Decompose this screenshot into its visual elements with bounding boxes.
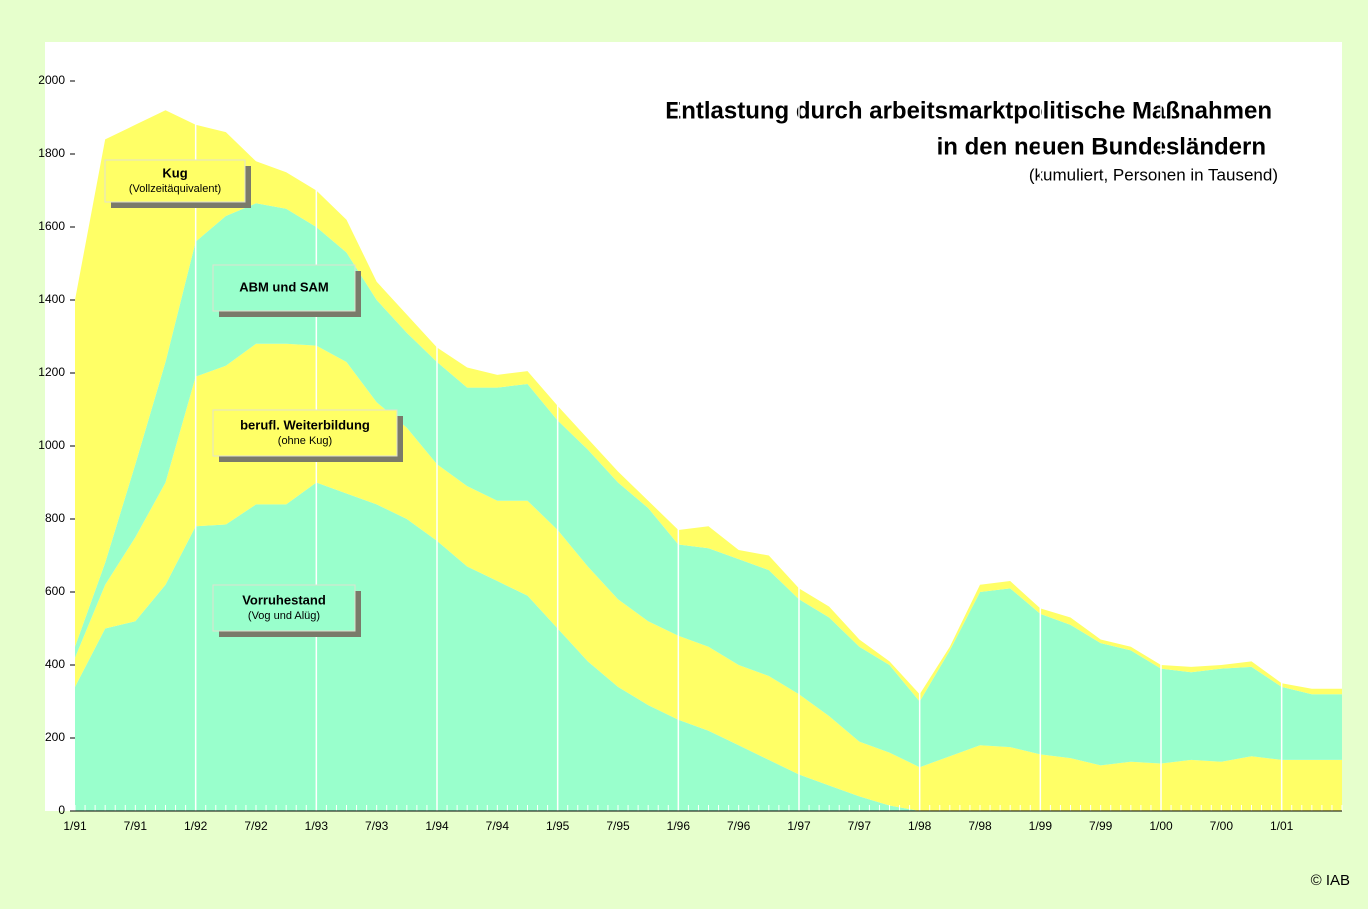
x-tick-label: 7/00 <box>1210 819 1234 833</box>
y-tick-label: 1400 <box>38 292 65 306</box>
legend-label: berufl. Weiterbildung <box>240 417 370 432</box>
legend-label: Kug <box>162 165 187 180</box>
y-tick-label: 1600 <box>38 219 65 233</box>
legend-sublabel: (Vog und Alüg) <box>248 610 320 622</box>
x-tick-label: 1/94 <box>425 819 449 833</box>
x-tick-label: 7/97 <box>848 819 872 833</box>
x-tick-label: 1/91 <box>63 819 87 833</box>
chart-title: Entlastung durch arbeitsmarktpolitische … <box>665 97 1272 124</box>
x-tick-label: 1/95 <box>546 819 570 833</box>
legend-sublabel: (ohne Kug) <box>278 435 332 447</box>
x-tick-label: 1/00 <box>1149 819 1173 833</box>
y-tick-label: 1000 <box>38 438 65 452</box>
y-tick-label: 400 <box>45 657 65 671</box>
x-tick-label: 7/99 <box>1089 819 1113 833</box>
x-tick-label: 1/92 <box>184 819 208 833</box>
area <box>75 482 1342 811</box>
x-tick-label: 1/97 <box>787 819 811 833</box>
x-tick-label: 7/98 <box>968 819 992 833</box>
legend-label: ABM und SAM <box>239 279 329 294</box>
y-tick-label: 200 <box>45 730 65 744</box>
x-tick-label: 7/91 <box>124 819 148 833</box>
label-box <box>212 264 356 312</box>
x-tick-label: 7/95 <box>606 819 630 833</box>
x-tick-label: 7/96 <box>727 819 751 833</box>
x-tick-label: 7/92 <box>244 819 268 833</box>
label-box <box>212 584 356 632</box>
x-tick-label: 7/93 <box>365 819 389 833</box>
credit: © IAB <box>1311 872 1350 889</box>
legend-sublabel: (Vollzeitäquivalent) <box>129 183 221 195</box>
x-tick-label: 7/94 <box>486 819 510 833</box>
y-tick-label: 2000 <box>38 73 65 87</box>
chart-title: in den neuen Bundesländern <box>937 133 1266 160</box>
label-box <box>104 159 246 203</box>
label-box <box>212 409 398 457</box>
legend-label: Vorruhestand <box>242 592 326 607</box>
y-tick-label: 1800 <box>38 146 65 160</box>
chart-subtitle: (kumuliert, Personen in Tausend) <box>1029 165 1278 184</box>
y-tick-label: 800 <box>45 511 65 525</box>
y-tick-label: 1200 <box>38 365 65 379</box>
y-tick-label: 600 <box>45 584 65 598</box>
x-tick-label: 1/93 <box>305 819 329 833</box>
x-tick-label: 1/01 <box>1270 819 1294 833</box>
x-tick-label: 1/99 <box>1029 819 1053 833</box>
x-tick-label: 1/98 <box>908 819 932 833</box>
area <box>75 203 1342 768</box>
x-tick-label: 1/96 <box>667 819 691 833</box>
y-tick-label: 0 <box>58 803 65 817</box>
